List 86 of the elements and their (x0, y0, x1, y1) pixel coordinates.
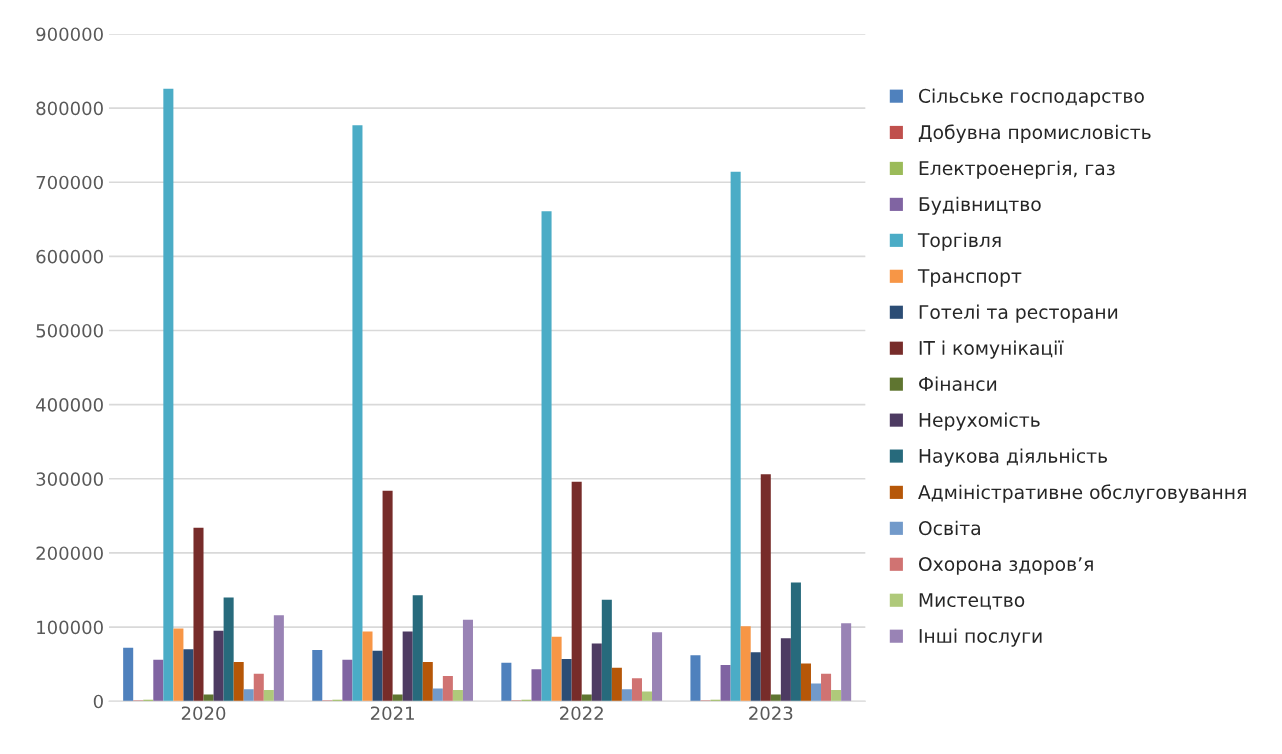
y-tick-label: 200000 (36, 546, 103, 561)
bar (551, 636, 562, 702)
bar (392, 694, 403, 702)
bar (800, 663, 811, 702)
bar (641, 691, 653, 702)
legend-label: ІТ і комунікації (919, 340, 1064, 359)
bar (233, 661, 244, 702)
y-tick-label: 800000 (36, 101, 103, 116)
y-tick-label: 300000 (36, 472, 103, 486)
bar (213, 630, 224, 702)
legend-label: Готелі та ресторани (919, 304, 1118, 323)
bar (790, 582, 801, 702)
y-tick-label: 900000 (36, 27, 103, 42)
bar (631, 678, 642, 702)
x-tick-label: 2023 (749, 706, 793, 721)
bar (571, 481, 582, 702)
bar (621, 689, 632, 702)
bar (273, 615, 284, 702)
legend-label: Будівництво (919, 196, 1041, 215)
bar (402, 631, 413, 702)
y-tick-label: 0 (93, 694, 103, 709)
bar (382, 490, 393, 702)
bar (770, 694, 781, 702)
bar (740, 626, 751, 702)
legend-label: Добувна промисловість (918, 124, 1151, 143)
bar (611, 667, 622, 702)
legend-label: Наукова діяльність (919, 448, 1108, 467)
bar (760, 474, 771, 702)
bar (841, 623, 852, 702)
bar (223, 597, 234, 702)
bar (163, 88, 174, 702)
y-tick-label: 500000 (36, 323, 103, 338)
bar (193, 527, 204, 702)
bar (442, 676, 453, 702)
legend-label: Торгівля (917, 232, 1001, 251)
legend-label: Транспорт (917, 269, 1022, 287)
legend-label: Сільське господарство (918, 88, 1144, 107)
bar (362, 631, 373, 702)
bar (263, 690, 274, 702)
bar (541, 211, 552, 702)
bar (652, 632, 663, 702)
x-tick-label: 2022 (560, 706, 603, 721)
y-tick-label: 600000 (36, 249, 103, 264)
bar (352, 125, 363, 702)
bar (591, 643, 602, 702)
bar (750, 652, 761, 702)
bar (462, 619, 473, 702)
bar (153, 659, 164, 702)
bar (123, 647, 134, 702)
bar (203, 694, 214, 702)
y-tick-label: 700000 (36, 175, 103, 190)
bar (690, 655, 701, 702)
legend-label: Нерухомість (919, 412, 1040, 431)
bar (531, 669, 542, 702)
bar (372, 650, 383, 702)
bar (253, 673, 264, 702)
bar (720, 664, 731, 702)
bar (810, 683, 822, 702)
bar (412, 595, 423, 702)
bar (581, 694, 592, 702)
bar (432, 688, 443, 702)
bar (601, 599, 612, 702)
bar (183, 649, 194, 702)
bar (422, 661, 433, 702)
legend-label: Фінанси (919, 376, 997, 391)
bar (243, 689, 254, 702)
bar (821, 673, 832, 702)
bar (561, 658, 572, 702)
legend-label: Електроенергія, газ (919, 160, 1115, 179)
x-tick-label: 2020 (181, 706, 226, 721)
bar (342, 659, 353, 702)
legend-label: Охорона здоров’я (918, 556, 1093, 575)
bar (501, 662, 512, 702)
bar (780, 638, 791, 702)
bar (173, 628, 184, 702)
legend-label: Інші послуги (919, 628, 1042, 647)
bar (312, 650, 323, 702)
legend-label: Освіта (918, 520, 980, 536)
y-tick-label: 400000 (36, 398, 103, 412)
legend-label: Адміністративне обслуговування (918, 484, 1246, 503)
bar (452, 690, 463, 702)
y-tick-label: 100000 (37, 620, 103, 635)
bar (831, 690, 842, 702)
bar (730, 171, 741, 702)
legend-label: Мистецтво (919, 593, 1025, 610)
x-tick-label: 2021 (370, 706, 414, 721)
